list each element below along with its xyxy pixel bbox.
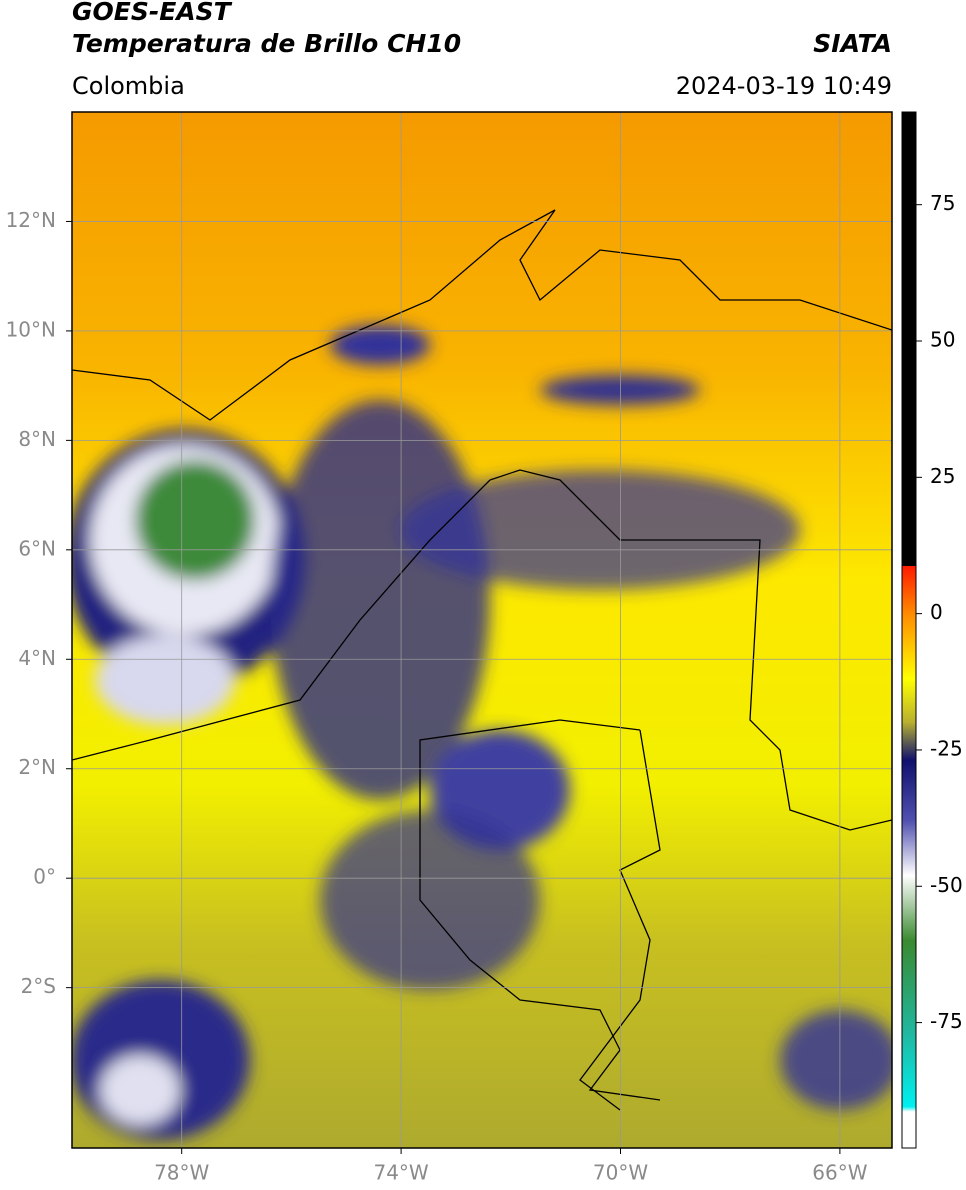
y-tick-label: 2°N xyxy=(18,755,56,779)
colorbar-tick-label: -25 xyxy=(930,736,963,760)
x-tick-label: 74°W xyxy=(373,1161,428,1185)
colorbar xyxy=(901,111,917,1149)
colorbar-tick-label: -75 xyxy=(930,1009,963,1033)
colorbar-tick-label: 75 xyxy=(930,191,955,215)
source: SIATA xyxy=(813,29,892,58)
colorbar-tick-label: -50 xyxy=(930,873,963,897)
grid xyxy=(72,112,892,1148)
y-tick-label: 6°N xyxy=(18,536,56,560)
datetime: 2024-03-19 10:49 xyxy=(676,72,892,100)
region: Colombia xyxy=(72,72,185,100)
clouds xyxy=(72,325,892,1140)
y-tick-label: 12°N xyxy=(6,208,56,232)
title: GOES-EAST xyxy=(72,0,233,26)
colorbar-tick-label: 25 xyxy=(930,464,955,488)
x-tick-label: 78°W xyxy=(154,1161,209,1185)
x-tick-label: 66°W xyxy=(812,1161,867,1185)
colorbar-tick-label: 0 xyxy=(930,600,943,624)
borders xyxy=(72,209,892,1111)
y-tick-label: 0° xyxy=(33,865,56,889)
y-tick-label: 10°N xyxy=(6,317,56,341)
y-tick-label: 2°S xyxy=(21,974,56,998)
satellite-image xyxy=(72,112,892,1148)
colorbar-tick-label: 50 xyxy=(930,328,955,352)
x-tick-label: 70°W xyxy=(593,1161,648,1185)
subtitle: Temperatura de Brillo CH10 xyxy=(72,29,461,58)
y-tick-label: 8°N xyxy=(18,427,56,451)
map-frame xyxy=(71,111,893,1149)
y-tick-label: 4°N xyxy=(18,646,56,670)
